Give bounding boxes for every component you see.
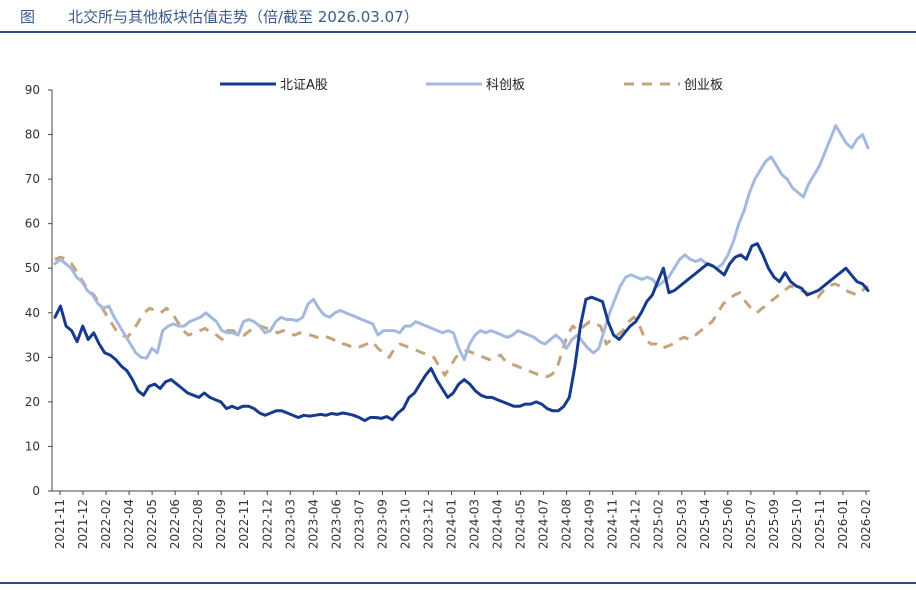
y-tick-label: 80 (25, 128, 40, 142)
y-tick-label: 60 (25, 217, 40, 231)
x-tick-label: 2024-05 (514, 499, 528, 549)
y-tick-label: 20 (25, 395, 40, 409)
x-tick-label: 2024-12 (629, 499, 643, 549)
y-tick-label: 0 (32, 484, 40, 498)
x-tick-label: 2022-11 (237, 499, 251, 549)
chart-axes: 0 10 20 30 40 50 60 70 80 90 2021-11 2021-12 2022-02… (25, 83, 873, 549)
x-tick-label: 2023-03 (283, 499, 297, 549)
legend-label-0: 北证A股 (280, 78, 328, 93)
x-tick-label: 2025-09 (767, 499, 781, 549)
y-tick-label: 40 (25, 306, 40, 320)
x-tick-label: 2024-08 (560, 499, 574, 549)
y-tick-label: 10 (25, 439, 40, 453)
chart-lines (53, 124, 870, 423)
x-tick-label: 2022-08 (191, 499, 205, 549)
x-tick-label: 2024-07 (537, 499, 551, 549)
x-tick-label: 2023-12 (421, 499, 435, 549)
x-tick-label: 2024-11 (606, 499, 620, 549)
x-tick-label: 2022-09 (214, 499, 228, 549)
series-line-2 (54, 255, 869, 379)
x-tick-label: 2022-06 (168, 499, 182, 549)
x-tick-label: 2023-06 (329, 499, 343, 549)
x-tick-label: 2026-02 (859, 499, 873, 549)
x-tick-label: 2024-04 (491, 499, 505, 549)
series-line-0 (53, 242, 870, 423)
x-tick-label: 2026-01 (836, 499, 850, 549)
bottom-divider (0, 582, 916, 584)
top-divider (0, 31, 916, 33)
x-tick-label: 2025-02 (652, 499, 666, 549)
y-tick-label: 50 (25, 261, 40, 275)
chart-legend: 北证A股 科创板 创业板 (220, 78, 723, 93)
x-tick-label: 2025-06 (721, 499, 735, 549)
y-tick-label: 70 (25, 172, 40, 186)
x-tick-label: 2022-12 (260, 499, 274, 549)
x-tick-label: 2022-05 (145, 499, 159, 549)
x-tick-label: 2023-07 (352, 499, 366, 549)
x-tick-label: 2022-04 (122, 499, 136, 549)
y-tick-label: 30 (25, 350, 40, 364)
x-tick-label: 2025-10 (790, 499, 804, 549)
x-tick-label: 2023-04 (306, 499, 320, 549)
legend-label-2: 创业板 (684, 78, 723, 93)
x-tick-label: 2024-09 (583, 499, 597, 549)
x-tick-label: 2024-03 (468, 499, 482, 549)
x-tick-label: 2022-02 (99, 499, 113, 549)
x-tick-label: 2023-10 (398, 499, 412, 549)
x-tick-label: 2025-07 (744, 499, 758, 549)
figure-label: 图 (20, 8, 36, 26)
x-tick-label: 2021-11 (53, 499, 67, 549)
figure-header: 图 北交所与其他板块估值走势（倍/截至 2026.03.07） (0, 0, 916, 32)
x-tick-label: 2023-09 (375, 499, 389, 549)
series-line-1 (53, 124, 870, 362)
x-tick-label: 2024-01 (444, 499, 458, 549)
legend-label-1: 科创板 (486, 78, 525, 93)
x-tick-label: 2021-12 (76, 499, 90, 549)
x-tick-label: 2025-04 (698, 499, 712, 549)
x-tick-label: 2025-11 (813, 499, 827, 549)
y-tick-label: 90 (25, 83, 40, 97)
x-tick-label: 2025-03 (675, 499, 689, 549)
chart-title: 北交所与其他板块估值走势（倍/截至 2026.03.07） (68, 8, 419, 26)
